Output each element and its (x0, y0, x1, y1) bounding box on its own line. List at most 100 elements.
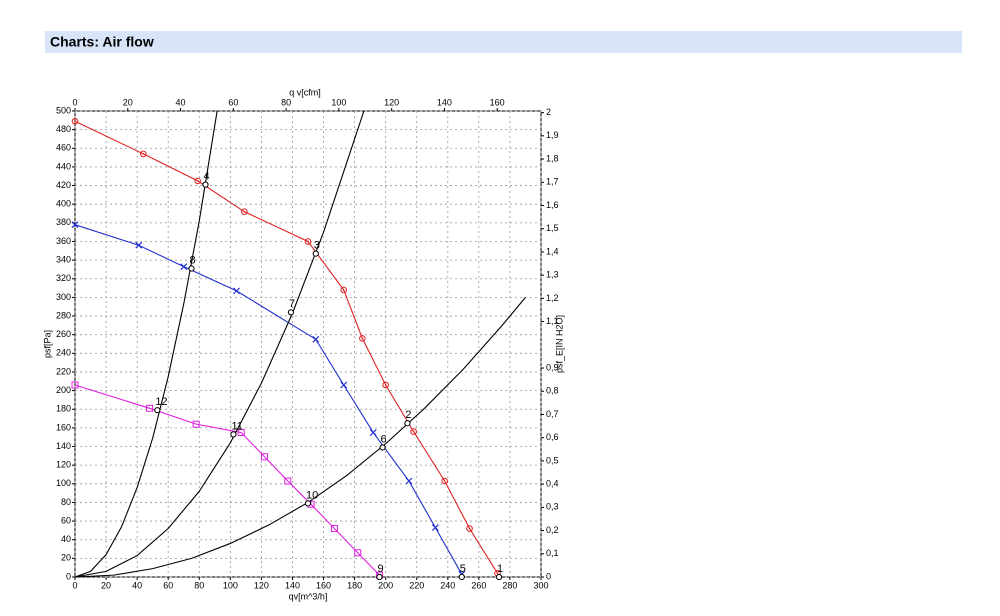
y-tick-label: 60 (61, 515, 71, 525)
x2-tick-label: 100 (331, 97, 346, 107)
x2-tick-label: 120 (384, 97, 399, 107)
x-tick-label: 280 (502, 580, 517, 590)
marker-dot (74, 120, 76, 123)
marker (405, 477, 413, 485)
marker (241, 208, 248, 215)
marker (71, 117, 79, 125)
y2-tick-label: 1,8 (546, 153, 559, 163)
x-tick-label: 300 (533, 580, 548, 590)
operating-point-label: 11 (231, 420, 242, 432)
operating-point-label: 2 (405, 409, 411, 421)
y-tick-label: 200 (56, 385, 71, 395)
operating-point (376, 573, 383, 581)
x2-axis-title: q v[cfm] (289, 87, 321, 97)
y-tick-label: 460 (56, 143, 71, 153)
y2-tick-label: 0,6 (546, 432, 559, 442)
x-axis-title: qv[m^3/h] (289, 591, 328, 601)
y2-tick-label: 0,4 (546, 479, 559, 489)
marker (340, 286, 348, 294)
marker (441, 477, 448, 485)
marker (410, 428, 417, 435)
marker-dot (443, 480, 446, 482)
y-tick-label: 400 (56, 199, 71, 209)
y-tick-label: 180 (56, 404, 71, 414)
marker (284, 477, 292, 485)
series-line (74, 224, 463, 575)
y2-tick-label: 1,4 (546, 246, 559, 256)
marker (304, 238, 312, 245)
x-tick-label: 140 (285, 580, 300, 590)
y2-tick-label: 1,1 (546, 316, 559, 326)
operating-point-label: 4 (203, 171, 209, 183)
y2-tick-label: 0,9 (546, 362, 559, 372)
x-tick-label: 100 (223, 580, 238, 590)
y2-tick-label: 1,7 (546, 177, 559, 187)
y2-tick-label: 0 (546, 571, 551, 581)
x-tick-label: 220 (409, 580, 424, 590)
y2-tick-label: 1,5 (546, 223, 559, 233)
operating-point (379, 444, 386, 451)
marker (71, 381, 79, 389)
y-tick-label: 380 (56, 217, 71, 227)
marker (312, 335, 320, 343)
marker (135, 241, 143, 249)
x-tick-label: 260 (471, 580, 486, 590)
marker (180, 263, 188, 271)
marker (382, 381, 389, 389)
marker (71, 221, 79, 229)
x-tick-label: 60 (163, 580, 173, 590)
y2-tick-label: 0,5 (546, 455, 559, 465)
y-tick-label: 360 (56, 236, 71, 246)
series-line (74, 110, 218, 578)
x-tick-label: 80 (194, 580, 204, 590)
y-tick-label: 300 (56, 292, 71, 302)
marker (354, 549, 362, 557)
y-tick-label: 140 (56, 441, 71, 451)
x2-tick-label: 60 (228, 97, 238, 107)
marker-dot (142, 153, 145, 155)
operating-point-label: 10 (306, 489, 318, 501)
y-tick-label: 220 (56, 366, 71, 376)
operating-point-label: 12 (155, 396, 167, 408)
x-tick-label: 0 (72, 580, 77, 590)
marker (340, 381, 348, 389)
operating-point-label: 7 (289, 298, 295, 310)
y-tick-label: 80 (61, 497, 71, 507)
operating-point-label: 8 (190, 254, 196, 266)
y-tick-label: 20 (61, 553, 71, 563)
marker-dot (496, 572, 499, 575)
y-tick-label: 160 (56, 422, 71, 432)
y-tick-label: 320 (56, 273, 71, 283)
y2-tick-label: 0,8 (546, 386, 559, 396)
x2-tick-label: 140 (437, 97, 452, 107)
x2-tick-label: 20 (123, 97, 133, 107)
y-tick-label: 240 (56, 348, 71, 358)
header-bar (45, 31, 962, 53)
x-tick-label: 240 (440, 580, 455, 590)
marker (237, 429, 245, 437)
marker (146, 404, 154, 412)
operating-point (495, 573, 503, 581)
y2-tick-label: 1,9 (546, 130, 559, 140)
marker-dot (342, 289, 345, 291)
operating-point (458, 573, 465, 581)
operating-point (154, 407, 161, 414)
marker-dot (196, 180, 199, 182)
y-tick-label: 280 (56, 310, 71, 320)
y-tick-label: 500 (56, 105, 71, 115)
operating-point-label: 9 (377, 563, 383, 575)
plot-frame (74, 110, 542, 578)
marker-dot (361, 337, 364, 340)
y-tick-label: 440 (56, 161, 71, 171)
operating-point-label: 1 (497, 563, 503, 575)
y-tick-label: 0 (66, 571, 71, 581)
operating-point (404, 420, 411, 427)
marker-dot (307, 240, 309, 243)
marker (466, 525, 473, 532)
y-tick-label: 420 (56, 180, 71, 190)
x2-tick-label: 0 (72, 97, 77, 107)
operating-point (188, 265, 195, 272)
x2-tick-label: 40 (176, 97, 186, 107)
marker (359, 335, 366, 342)
x2-tick-label: 160 (490, 97, 505, 107)
